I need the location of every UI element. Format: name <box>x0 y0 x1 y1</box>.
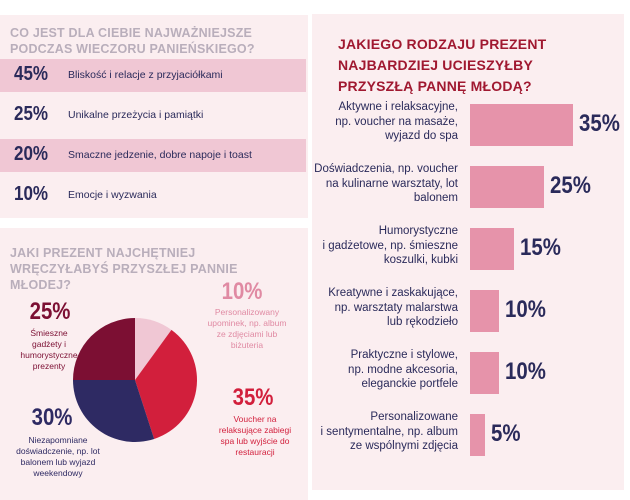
bar-label: Personalizowane i sentymentalne, np. albu… <box>288 410 458 454</box>
priority-row: 20% Smaczne jedzenie, dobre napoje i toa… <box>0 139 306 172</box>
priority-percent: 10% <box>14 183 49 205</box>
bar-percent: 10% <box>505 358 547 385</box>
priority-label: Emocje i wyzwania <box>68 189 157 201</box>
priority-percent: 45% <box>14 63 49 85</box>
priority-percent: 25% <box>14 103 49 125</box>
slice-desc-voucher: Voucher na relaksujące zabiegi spa lub w… <box>218 414 292 457</box>
bar-label: Humorystyczne i gadżetowe, np. śmieszne ko… <box>288 224 458 268</box>
slice-desc-personalized: Personalizowany upominek, np. album ze z… <box>207 307 287 350</box>
bar-label-line: Kreatywne i zaskakujące, <box>328 287 458 299</box>
bar-label-line: eleganckie portfele <box>361 378 458 390</box>
slice-percent-gadgets: 25% <box>29 298 71 325</box>
bar-label: Praktyczne i stylowe, np. modne akcesoria… <box>288 348 458 392</box>
bar-label-line: np. warsztaty malarstwa <box>334 301 458 314</box>
slice-desc-experience: Niezapomniane doświadczenie, np. lot bal… <box>16 435 100 478</box>
priority-row: 10% Emocje i wyzwania <box>0 179 306 212</box>
bar <box>470 166 544 208</box>
slice-desc-gadgets: Śmieszne gadżety i humorystyczne prezent… <box>20 328 78 371</box>
bar-label-line: Humorystyczne <box>378 225 458 237</box>
bar-label-line: i sentymentalne, np. album <box>320 425 458 438</box>
bar-percent: 5% <box>490 420 521 447</box>
priority-percent: 20% <box>14 143 49 165</box>
bar-label-line: Aktywne i relaksacyjne, <box>338 101 458 113</box>
bar-label-line: wyjazd do spa <box>385 130 458 142</box>
bar-label-line: i gadżetowe, np. śmieszne <box>322 239 458 252</box>
bar-percent: 35% <box>579 110 620 137</box>
bar-label-line: np. modne akcesoria, <box>348 363 458 376</box>
priority-row: 45% Bliskość i relacje z przyjaciółkami <box>0 59 306 92</box>
bar-label-line: ze wspólnymi zdjęcia <box>349 440 458 452</box>
bar-percent: 10% <box>505 296 547 323</box>
bar <box>470 104 573 146</box>
bar-label-line: np. voucher na masaże, <box>335 115 458 128</box>
slice-percent-voucher: 35% <box>232 384 274 411</box>
priority-label: Smaczne jedzenie, dobre napoje i toast <box>68 149 252 161</box>
bar <box>470 228 515 270</box>
bar-label-line: Personalizowane <box>370 411 458 423</box>
priority-label: Bliskość i relacje z przyjaciółkami <box>68 69 223 81</box>
slice-percent-experience: 30% <box>31 404 73 431</box>
bar-label-line: Doświadczenia, np. voucher <box>314 163 458 175</box>
bar-label: Kreatywne i zaskakujące, np. warsztaty ma… <box>288 286 458 330</box>
bar-label-line: Praktyczne i stylowe, <box>350 349 458 361</box>
bar-percent: 15% <box>520 234 561 261</box>
bar-percent: 25% <box>549 172 591 199</box>
bride-title: JAKIEGO RODZAJU PREZENT NAJBARDZIEJ UCIE… <box>338 36 547 94</box>
bar-label: Aktywne i relaksacyjne, np. voucher na ma… <box>288 100 458 144</box>
priorities-title: CO JEST DLA CIEBIE NAJWAŻNIEJSZE PODCZAS… <box>10 26 255 56</box>
bar <box>470 414 485 456</box>
bride-panel: JAKIEGO RODZAJU PREZENT NAJBARDZIEJ UCIE… <box>312 14 624 490</box>
bar-label-line: koszulki, kubki <box>383 254 458 266</box>
bar-label-line: na kulinarne warsztaty, lot <box>325 177 458 190</box>
priority-row: 25% Unikalne przeżycia i pamiątki <box>0 99 306 132</box>
bar <box>470 352 500 394</box>
bar-label-line: lub rękodzieło <box>387 316 458 328</box>
gifts-title: JAKI PREZENT NAJCHĘTNIEJ WRĘCZYŁABYŚ PRZ… <box>10 246 238 292</box>
priorities-panel: CO JEST DLA CIEBIE NAJWAŻNIEJSZE PODCZAS… <box>0 15 308 218</box>
gifts-panel: JAKI PREZENT NAJCHĘTNIEJ WRĘCZYŁABYŚ PRZ… <box>0 228 308 500</box>
bar <box>470 290 500 332</box>
priority-label: Unikalne przeżycia i pamiątki <box>68 109 204 121</box>
slice-percent-personalized: 10% <box>221 278 263 305</box>
bar-label: Doświadczenia, np. voucher na kulinarne w… <box>288 162 458 206</box>
bar-label-line: balonem <box>413 192 458 204</box>
